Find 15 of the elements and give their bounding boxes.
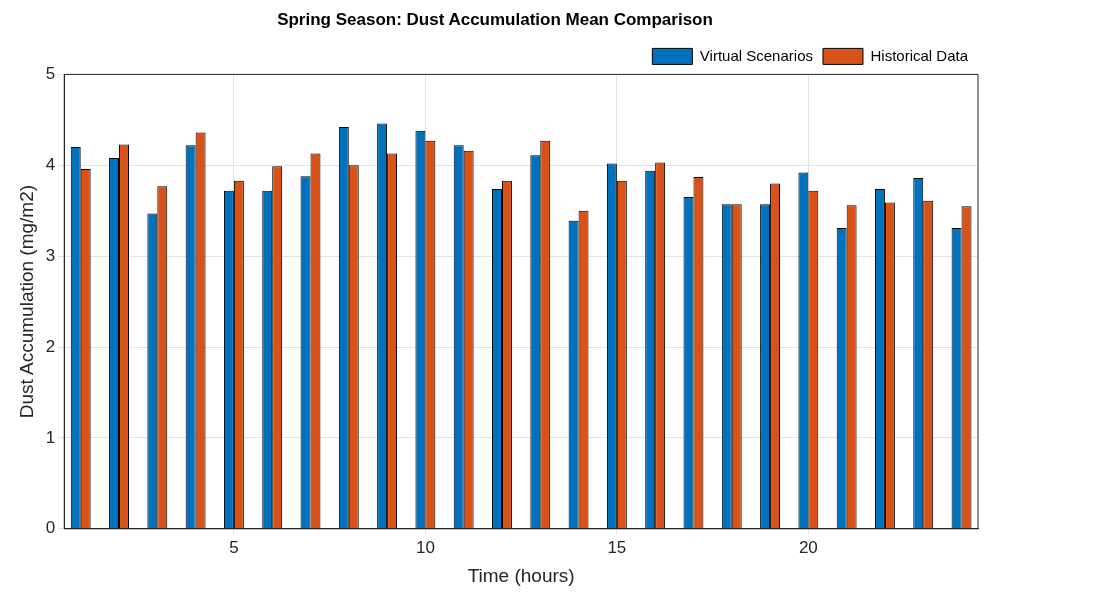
chart-title: Spring Season: Dust Accumulation Mean Comparison (277, 9, 713, 29)
x-tick-label: 20 (798, 537, 818, 557)
y-tick-label: 0 (45, 518, 56, 538)
x-tick-label: 5 (229, 537, 239, 557)
y-tick-label: 2 (45, 336, 56, 356)
y-tick-label: 5 (45, 64, 56, 84)
legend-label: Historical Data (870, 46, 969, 64)
legend-label: Virtual Scenarios (699, 46, 813, 64)
x-tick-label: 15 (607, 537, 627, 557)
x-tick-label: 10 (415, 537, 435, 557)
y-axis-title: Dust Accumulation (mg/m2) (15, 184, 37, 419)
y-tick-label: 3 (45, 245, 56, 265)
y-tick-label: 4 (45, 154, 56, 174)
x-axis-title: Time (hours) (467, 564, 575, 586)
y-tick-label: 1 (45, 427, 56, 447)
